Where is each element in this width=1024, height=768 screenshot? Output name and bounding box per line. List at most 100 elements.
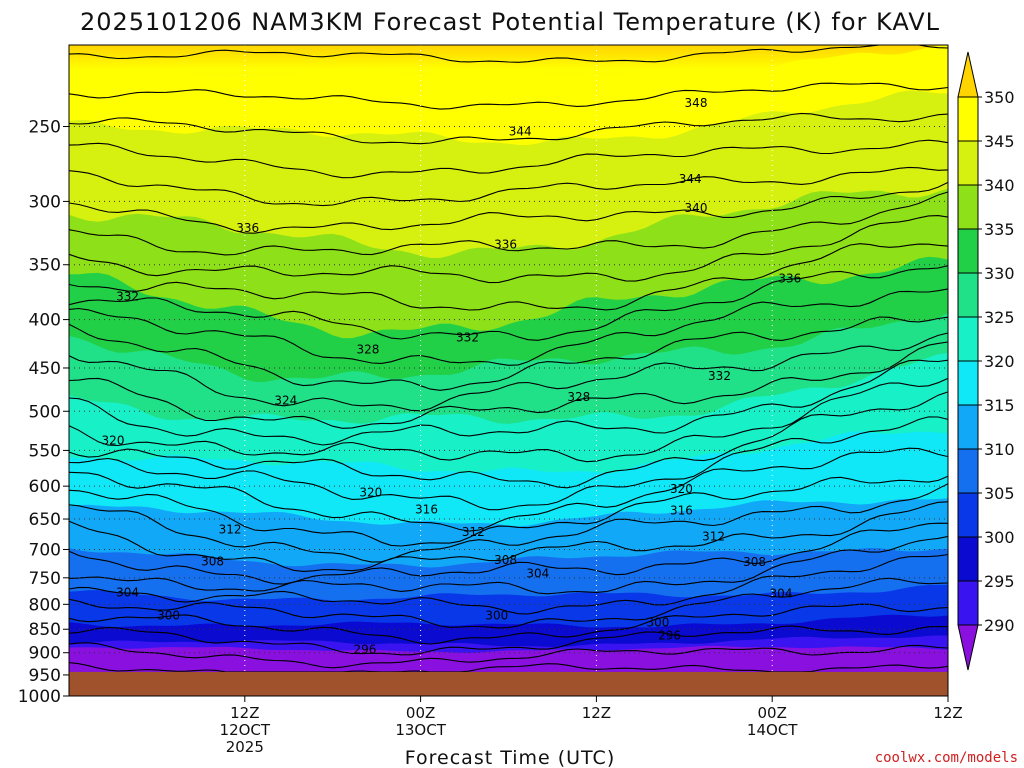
colorbar-tick-label: 340 — [984, 176, 1015, 195]
contour-label: 348 — [685, 96, 708, 110]
x-tick-label: 00Z — [406, 704, 435, 722]
colorbar-segment — [957, 140, 979, 186]
contour-line — [68, 243, 949, 311]
contour-label: 328 — [356, 342, 379, 356]
contour-line — [68, 416, 949, 511]
contour-line — [68, 553, 949, 615]
contour-label: 308 — [494, 553, 517, 567]
colorbar-tick-label: 305 — [984, 484, 1015, 503]
contour-label: 328 — [567, 390, 590, 404]
x-axis-label: Forecast Time (UTC) — [405, 747, 615, 768]
contour-line — [68, 642, 949, 669]
colorbar-extend-high — [957, 51, 979, 98]
colorbar-segment — [957, 228, 979, 274]
y-tick-label: 900 — [29, 644, 61, 664]
contour-label: 308 — [743, 555, 766, 569]
colorbar-segment — [957, 272, 979, 318]
contour-label: 312 — [462, 525, 485, 539]
colorbar-tick-label: 295 — [984, 572, 1015, 591]
y-tick-label: 450 — [29, 359, 61, 379]
contour-label: 300 — [157, 609, 180, 623]
credit-text: coolwx.com/models — [875, 750, 1018, 766]
contour-line — [68, 391, 949, 489]
contour-label: 304 — [770, 586, 793, 600]
contour-label: 324 — [274, 393, 297, 407]
y-tick-label: 800 — [29, 595, 61, 615]
y-tick-label: 950 — [29, 666, 61, 686]
colorbar-extend-low — [957, 624, 979, 671]
contour-label: 344 — [509, 124, 532, 138]
contour-line — [68, 603, 949, 645]
plot-frame — [68, 44, 949, 697]
y-tick-label: 1000 — [18, 687, 61, 707]
colorbar-segment — [957, 184, 979, 230]
contour-label: 304 — [116, 585, 139, 599]
contour-label: 304 — [526, 566, 549, 580]
contour-line — [68, 166, 949, 207]
y-tick-label: 500 — [29, 402, 61, 422]
contour-line — [68, 475, 949, 547]
contour-line — [68, 215, 949, 284]
contour-line — [68, 447, 949, 532]
x-tick-label: 12Z — [230, 704, 259, 722]
contour-label: 308 — [201, 555, 224, 569]
contour-line — [68, 44, 949, 63]
colorbar-tick-label: 300 — [984, 528, 1015, 547]
contour-line — [68, 265, 949, 341]
colorbar-tick-label: 350 — [984, 88, 1015, 107]
y-tick-label: 350 — [29, 256, 61, 276]
contour-label: 312 — [219, 523, 242, 537]
chart-title: 2025101206 NAM3KM Forecast Potential Tem… — [80, 8, 940, 36]
contour-lines — [68, 44, 949, 673]
x-tick-label: 12OCT — [220, 721, 271, 739]
colorbar-tick-label: 330 — [984, 264, 1015, 283]
contour-line — [68, 82, 949, 110]
contour-label: 316 — [670, 504, 693, 518]
contour-line — [68, 522, 949, 585]
contour-label: 316 — [415, 502, 438, 516]
contour-line — [68, 577, 949, 629]
contour-label: 336 — [778, 272, 801, 286]
y-tick-label: 750 — [29, 569, 61, 589]
y-tick-label: 600 — [29, 477, 61, 497]
contour-line — [68, 112, 949, 145]
contour-line — [68, 535, 949, 595]
y-tick-label: 550 — [29, 441, 61, 461]
colorbar: 290 295 300 305 310 315 320 325 330 335 340 345 350 — [957, 51, 1015, 671]
contour-line — [68, 181, 949, 234]
colorbar-tick-label: 290 — [984, 616, 1015, 635]
y-tick-label: 650 — [29, 510, 61, 530]
contour-label: 336 — [236, 221, 259, 235]
contour-label: 336 — [494, 237, 517, 251]
y-axis-ticks: 250 300 350 400 450 500 550 600 650 700 750 800 850 9… — [18, 118, 69, 707]
contour-label: 312 — [702, 529, 725, 543]
colorbar-tick-label: 325 — [984, 308, 1015, 327]
contour-label: 300 — [646, 615, 669, 629]
colorbar-tick-label: 320 — [984, 352, 1015, 371]
contour-line — [68, 332, 949, 412]
colorbar-segment — [957, 96, 979, 142]
colorbar-tick-label: 345 — [984, 132, 1015, 151]
colorbar-segment — [957, 448, 979, 494]
contour-label: 340 — [685, 201, 708, 215]
plot-area: 348 344 344 340 336 336 336 332 332 328 332 328 324 3… — [68, 44, 949, 697]
contour-label: 332 — [456, 331, 479, 345]
contour-label: 320 — [359, 485, 382, 499]
contour-line — [68, 501, 949, 572]
colorbar-segment — [957, 536, 979, 582]
contour-line — [68, 191, 949, 256]
x-tick-label: 00Z — [758, 704, 787, 722]
colorbar-segment — [957, 580, 979, 626]
contour-label: 332 — [116, 289, 139, 303]
colorbar-segment — [957, 492, 979, 538]
colorbar-tick-label: 315 — [984, 396, 1015, 415]
colorbar-tick-label: 310 — [984, 440, 1015, 459]
contour-label: 344 — [679, 172, 702, 186]
contour-line — [68, 377, 949, 463]
contour-label: 320 — [102, 434, 125, 448]
contour-line — [68, 341, 949, 429]
y-tick-label: 250 — [29, 118, 61, 138]
contour-label: 332 — [708, 369, 731, 383]
